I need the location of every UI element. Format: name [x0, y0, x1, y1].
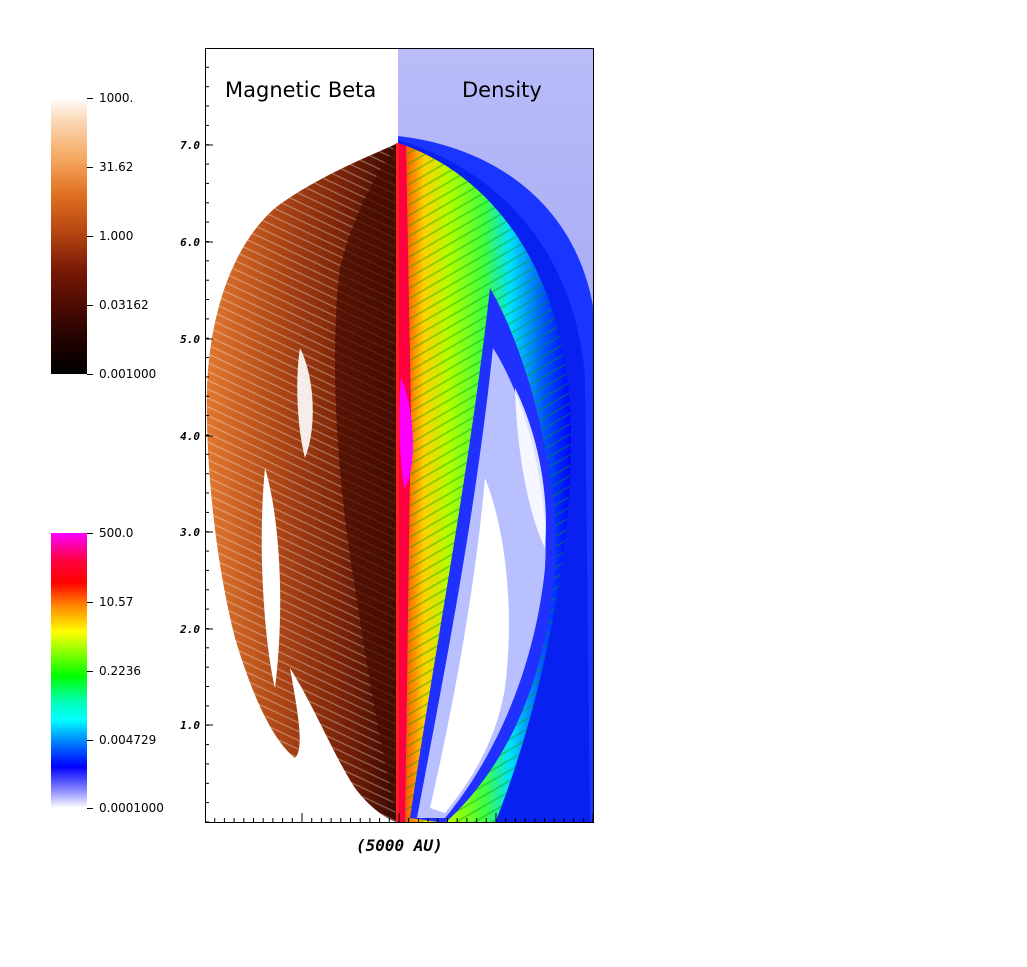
y-tick-label: 1.0: [180, 719, 200, 732]
y-tick-label: 3.0: [180, 526, 200, 539]
y-tick-label: 6.0: [180, 236, 200, 249]
left-panel-title: Magnetic Beta: [225, 78, 377, 102]
y-tick-label: 7.0: [180, 139, 200, 152]
y-tick-label: 2.0: [180, 623, 200, 636]
x-axis-label: (5000 AU): [356, 836, 443, 855]
beta-colorbar-label: 0.03162: [99, 298, 149, 312]
beta-colorbar-label: 1.000: [99, 229, 134, 243]
right-panel-title: Density: [462, 78, 542, 102]
beta-colorbar: [51, 98, 87, 374]
beta-colorbar-label: 0.001000: [99, 367, 157, 381]
beta-colorbar-label: 31.62: [99, 160, 134, 174]
density-colorbar-label: 0.0001000: [99, 801, 164, 815]
density-colorbar-label: 0.004729: [99, 733, 157, 747]
simulation-plot: [205, 48, 594, 823]
density-colorbar: [51, 533, 87, 808]
density-colorbar-label: 500.0: [99, 526, 134, 540]
y-tick-label: 4.0: [180, 430, 200, 443]
density-colorbar-label: 0.2236: [99, 664, 141, 678]
beta-colorbar-label: 1000.: [99, 91, 134, 105]
y-tick-label: 5.0: [180, 333, 200, 346]
density-colorbar-label: 10.57: [99, 595, 134, 609]
